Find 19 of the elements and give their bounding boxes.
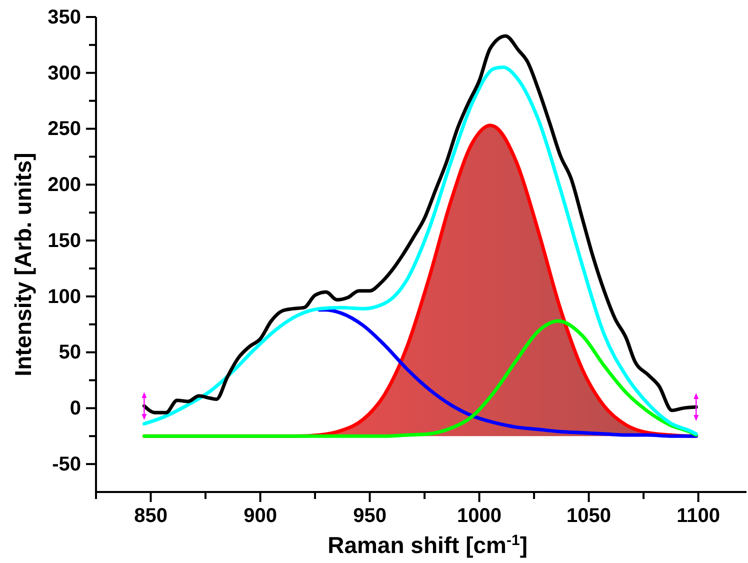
line-series <box>142 319 698 438</box>
y-tick-label: -50 <box>52 453 81 476</box>
x-tick-label: 1050 <box>566 505 612 527</box>
y-axis-title: Intensity [Arb. units] <box>10 152 36 376</box>
x-axis-title: Raman shift [cm$^{-1}$] <box>328 532 528 558</box>
x-tick-label: 850 <box>134 505 168 527</box>
y-tick-label: 100 <box>48 286 81 308</box>
y-tick-label: 250 <box>48 118 81 140</box>
y-tick-label: 150 <box>48 230 81 252</box>
y-tick-label: 200 <box>48 174 81 196</box>
x-tick-label: 900 <box>244 505 277 527</box>
x-tick-label: 950 <box>353 505 386 527</box>
x-tick-label: 1000 <box>457 505 502 527</box>
y-tick-label: 350 <box>48 6 81 28</box>
y-tick-label: 50 <box>58 342 81 364</box>
line-series <box>318 308 698 438</box>
x-tick-label: 1100 <box>676 505 720 527</box>
y-tick-label: 300 <box>48 62 81 84</box>
y-tick-label: 0 <box>70 398 81 420</box>
